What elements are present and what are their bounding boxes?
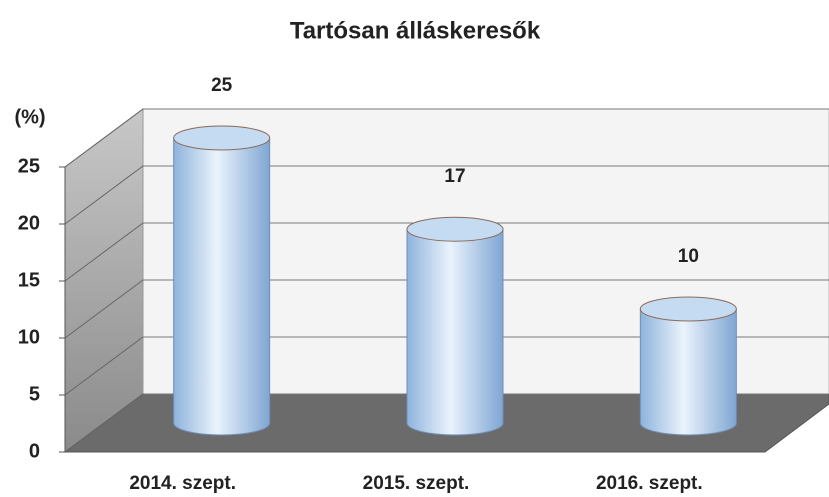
y-tick-label: 0 [29, 440, 40, 462]
grid-line [64, 336, 144, 396]
y-tick-label: 20 [18, 212, 40, 234]
bar [639, 308, 737, 436]
data-label: 25 [211, 75, 233, 96]
grid-line [64, 222, 144, 282]
y-tick-label: 5 [29, 383, 40, 405]
y-tick-label: 10 [18, 326, 40, 348]
bar-top [639, 296, 737, 322]
y-tick-label: 15 [18, 269, 40, 291]
bar [173, 137, 271, 436]
grid-line [64, 165, 144, 225]
grid-line [64, 279, 144, 339]
grid-line [64, 393, 144, 453]
x-tick-label: 2015. szept. [363, 473, 470, 494]
bar-top [173, 125, 271, 151]
y-axis-label: (%) [14, 106, 45, 128]
x-tick-label: 2016. szept. [596, 473, 703, 494]
y-tick-label: 25 [18, 155, 40, 177]
bar [406, 228, 504, 436]
bar-top [406, 216, 504, 242]
data-label: 17 [444, 166, 465, 187]
grid-line [64, 108, 144, 168]
chart-title: Tartósan álláskeresők [290, 17, 541, 44]
data-label: 10 [678, 246, 699, 267]
x-tick-label: 2014. szept. [129, 473, 236, 494]
side-wall [64, 108, 144, 453]
